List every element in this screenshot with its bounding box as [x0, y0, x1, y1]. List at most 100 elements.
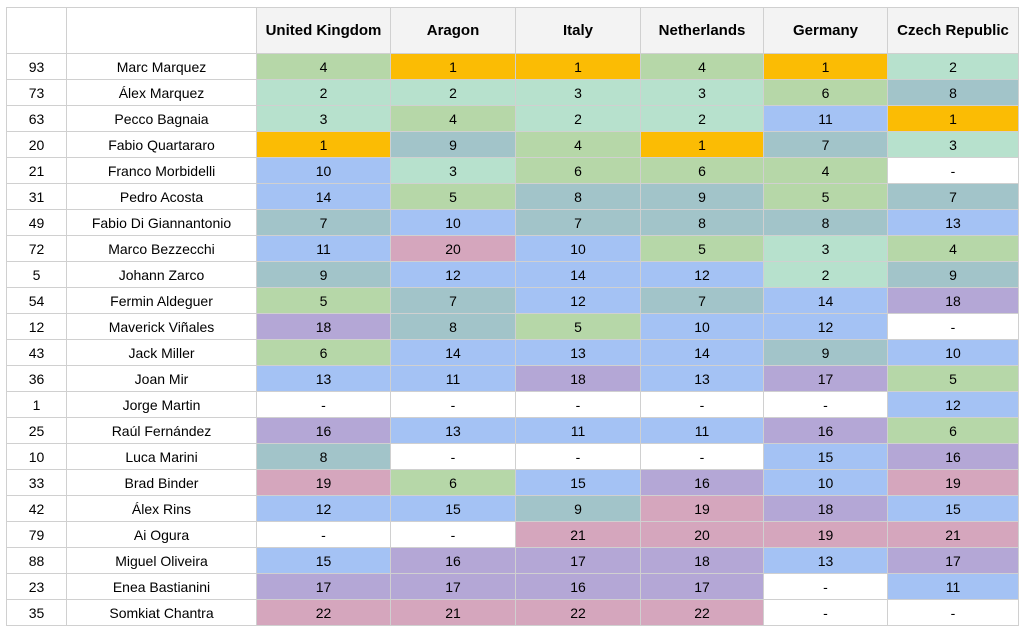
result-cell: -: [887, 313, 1019, 340]
result-cell: -: [887, 599, 1019, 626]
rider-number: 49: [6, 209, 67, 236]
result-cell: 19: [256, 469, 391, 496]
rider-number: 23: [6, 573, 67, 600]
rider-number: 93: [6, 53, 67, 80]
table-row: 54 Fermin Aldeguer 5 7 12 7 14 18: [6, 287, 1019, 314]
result-cell: 12: [763, 313, 888, 340]
column-header: Germany: [763, 7, 888, 54]
table-row: 63 Pecco Bagnaia 3 4 2 2 11 1: [6, 105, 1019, 132]
rider-number: 43: [6, 339, 67, 366]
result-cell: -: [763, 391, 888, 418]
rider-name: Raúl Fernández: [66, 417, 257, 444]
result-cell: 1: [256, 131, 391, 158]
rider-name: Johann Zarco: [66, 261, 257, 288]
result-cell: 2: [640, 105, 764, 132]
result-cell: 1: [390, 53, 516, 80]
rider-name: Somkiat Chantra: [66, 599, 257, 626]
rider-number: 5: [6, 261, 67, 288]
result-cell: 11: [256, 235, 391, 262]
result-cell: 2: [515, 105, 641, 132]
table-row: 88 Miguel Oliveira 15 16 17 18 13 17: [6, 547, 1019, 574]
result-cell: 6: [887, 417, 1019, 444]
result-cell: 9: [763, 339, 888, 366]
result-cell: 11: [763, 105, 888, 132]
rider-number: 12: [6, 313, 67, 340]
result-cell: 19: [763, 521, 888, 548]
table-row: 33 Brad Binder 19 6 15 16 10 19: [6, 469, 1019, 496]
header-cell: [6, 7, 67, 54]
rider-name: Pedro Acosta: [66, 183, 257, 210]
result-cell: 8: [390, 313, 516, 340]
rider-name: Enea Bastianini: [66, 573, 257, 600]
result-cell: 10: [515, 235, 641, 262]
table-row: 31 Pedro Acosta 14 5 8 9 5 7: [6, 183, 1019, 210]
result-cell: 13: [515, 339, 641, 366]
rider-name: Miguel Oliveira: [66, 547, 257, 574]
table-row: 5 Johann Zarco 9 12 14 12 2 9: [6, 261, 1019, 288]
result-cell: 15: [515, 469, 641, 496]
rider-name: Brad Binder: [66, 469, 257, 496]
column-header: Czech Republic: [887, 7, 1019, 54]
result-cell: 6: [763, 79, 888, 106]
result-cell: 18: [515, 365, 641, 392]
rider-number: 25: [6, 417, 67, 444]
result-cell: 7: [887, 183, 1019, 210]
result-cell: 8: [515, 183, 641, 210]
table-row: 21 Franco Morbidelli 10 3 6 6 4-: [6, 157, 1019, 184]
result-cell: 1: [515, 53, 641, 80]
result-cell: 12: [887, 391, 1019, 418]
result-cell: 22: [515, 599, 641, 626]
result-cell: 18: [640, 547, 764, 574]
result-cell: 9: [390, 131, 516, 158]
rider-number: 54: [6, 287, 67, 314]
table-row: 10 Luca Marini 8- - -15 16: [6, 443, 1019, 470]
result-cell: 3: [887, 131, 1019, 158]
result-cell: 6: [640, 157, 764, 184]
result-cell: 18: [887, 287, 1019, 314]
table-row: 43 Jack Miller 6 14 13 14 9 10: [6, 339, 1019, 366]
result-cell: 14: [515, 261, 641, 288]
result-cell: 10: [763, 469, 888, 496]
table-row: 25 Raúl Fernández 16 13 11 11 16 6: [6, 417, 1019, 444]
rider-name: Maverick Viñales: [66, 313, 257, 340]
column-header: Netherlands: [640, 7, 764, 54]
result-cell: 15: [256, 547, 391, 574]
result-cell: 4: [887, 235, 1019, 262]
rider-name: Joan Mir: [66, 365, 257, 392]
rider-number: 42: [6, 495, 67, 522]
result-cell: 3: [256, 105, 391, 132]
result-cell: 21: [515, 521, 641, 548]
result-cell: 12: [640, 261, 764, 288]
rider-name: Álex Rins: [66, 495, 257, 522]
result-cell: 19: [887, 469, 1019, 496]
result-cell: 22: [256, 599, 391, 626]
result-cell: 14: [763, 287, 888, 314]
table-row: 1 Jorge Martin - - - - -12: [6, 391, 1019, 418]
result-cell: 17: [390, 573, 516, 600]
result-cell: 4: [515, 131, 641, 158]
result-cell: 4: [390, 105, 516, 132]
rider-number: 33: [6, 469, 67, 496]
result-cell: -: [256, 521, 391, 548]
rider-name: Álex Marquez: [66, 79, 257, 106]
result-cell: 6: [256, 339, 391, 366]
result-cell: 4: [256, 53, 391, 80]
rider-number: 31: [6, 183, 67, 210]
result-cell: 3: [640, 79, 764, 106]
result-cell: 2: [390, 79, 516, 106]
result-cell: 14: [390, 339, 516, 366]
result-cell: 10: [887, 339, 1019, 366]
result-cell: 3: [390, 157, 516, 184]
result-cell: -: [515, 443, 641, 470]
result-cell: 1: [763, 53, 888, 80]
table-row: 36 Joan Mir 13 11 18 13 17 5: [6, 365, 1019, 392]
result-cell: 5: [515, 313, 641, 340]
result-cell: 2: [763, 261, 888, 288]
result-cell: 3: [763, 235, 888, 262]
table-row: 73 Álex Marquez 2 2 3 3 6 8: [6, 79, 1019, 106]
rider-name: Fabio Quartararo: [66, 131, 257, 158]
result-cell: 10: [256, 157, 391, 184]
result-cell: 6: [390, 469, 516, 496]
result-cell: 11: [887, 573, 1019, 600]
